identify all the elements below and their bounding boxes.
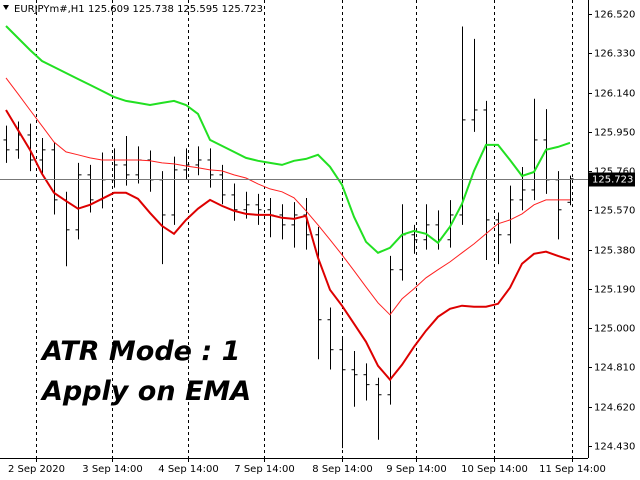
header-values: 125.609 125.738 125.595 125.723 bbox=[88, 4, 263, 15]
y-tick-label: 125.190 bbox=[594, 285, 635, 296]
y-tick-label: 124.620 bbox=[594, 403, 635, 414]
x-tick-label: 9 Sep 14:00 bbox=[386, 464, 446, 475]
x-tick-label: 10 Sep 14:00 bbox=[461, 464, 528, 475]
menu-triangle bbox=[3, 5, 9, 10]
last-price-label: 125.723 bbox=[592, 175, 633, 186]
symbol: EURJPYm#,H1 bbox=[14, 4, 85, 15]
x-tick-label: 2 Sep 2020 bbox=[8, 464, 65, 475]
x-tick-label: 7 Sep 14:00 bbox=[234, 464, 294, 475]
y-tick-label: 126.140 bbox=[594, 89, 635, 100]
indicator-line bbox=[5, 25, 571, 254]
x-tick-label: 11 Sep 14:00 bbox=[539, 464, 606, 475]
last-price-box bbox=[589, 172, 635, 187]
y-tick-label: 126.520 bbox=[594, 10, 635, 21]
y-tick-label: 125.760 bbox=[594, 167, 635, 178]
y-tick-label: 125.000 bbox=[594, 324, 635, 335]
y-tick-label: 124.810 bbox=[594, 363, 635, 374]
annotation: Apply on EMA bbox=[40, 376, 251, 407]
annotation: ATR Mode : 1 bbox=[40, 336, 240, 367]
x-tick-label: 4 Sep 14:00 bbox=[158, 464, 218, 475]
axes: 2 Sep 2020 3 Sep 14:00 4 Sep 14:00 7 Sep 14… bbox=[8, 10, 635, 476]
y-tick-label: 125.380 bbox=[594, 246, 635, 257]
plot bbox=[0, 25, 588, 449]
x-tick-label: 8 Sep 14:00 bbox=[312, 464, 372, 475]
indicator-line bbox=[5, 77, 570, 316]
y-tick-label: 125.950 bbox=[594, 128, 635, 139]
y-tick-label: 124.430 bbox=[594, 442, 635, 453]
grid bbox=[36, 0, 573, 458]
x-tick-label: 3 Sep 14:00 bbox=[82, 464, 142, 475]
y-tick-label: 125.570 bbox=[594, 206, 635, 217]
y-tick-label: 126.330 bbox=[594, 49, 635, 60]
indicator-line bbox=[5, 109, 571, 382]
